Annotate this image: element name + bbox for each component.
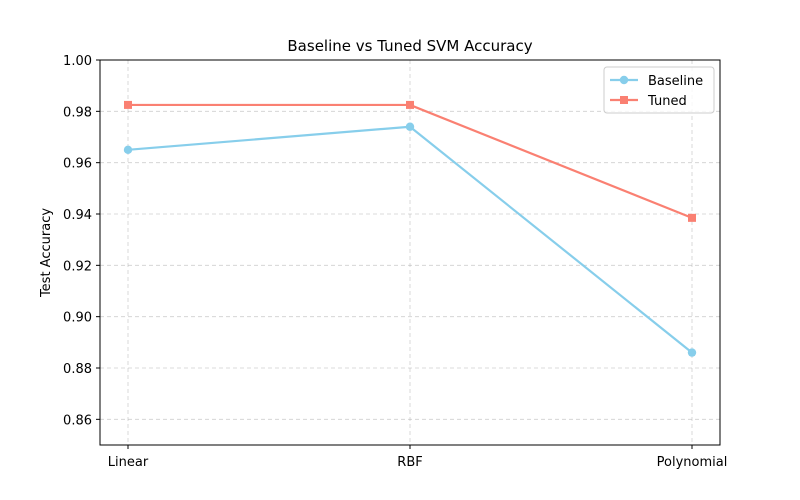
y-tick-label: 0.88 — [63, 362, 92, 377]
y-gridlines — [100, 59, 720, 420]
data-point — [123, 145, 133, 155]
data-point — [688, 213, 696, 222]
y-tick-label: 0.94 — [63, 208, 92, 223]
x-gridlines — [127, 60, 693, 445]
series-layer — [123, 100, 697, 357]
x-tick-label: Polynomial — [657, 455, 728, 470]
y-axis-label: Test Accuracy — [39, 208, 54, 298]
series-baseline — [123, 122, 697, 357]
data-point — [405, 122, 415, 131]
chart-title: Baseline vs Tuned SVM Accuracy — [287, 37, 532, 55]
legend-label: Tuned — [647, 94, 687, 109]
y-tick-label: 0.86 — [63, 413, 92, 428]
legend-item: Baseline — [610, 74, 703, 89]
legend-item: Tuned — [610, 94, 687, 109]
legend: Baseline Tuned — [603, 66, 715, 114]
data-point — [124, 100, 132, 109]
x-tick-label: RBF — [397, 455, 422, 470]
x-tick-label: Linear — [108, 455, 149, 470]
legend-marker — [620, 96, 628, 104]
legend-label: Baseline — [648, 74, 703, 89]
y-tick-label: 1.00 — [63, 54, 92, 69]
legend-box — [603, 66, 715, 114]
y-tick-label: 0.98 — [63, 105, 92, 120]
legend-marker — [619, 75, 629, 85]
y-tick-label: 0.92 — [63, 259, 92, 274]
data-point — [406, 100, 414, 109]
data-point — [687, 348, 697, 357]
x-axis: Linear RBF Polynomial — [108, 445, 728, 470]
series-tuned — [124, 100, 696, 222]
y-axis: 0.86 0.88 0.90 0.92 0.94 0.96 0.98 1.00 — [63, 54, 100, 428]
y-tick-label: 0.90 — [63, 311, 92, 326]
y-tick-label: 0.96 — [63, 157, 92, 172]
